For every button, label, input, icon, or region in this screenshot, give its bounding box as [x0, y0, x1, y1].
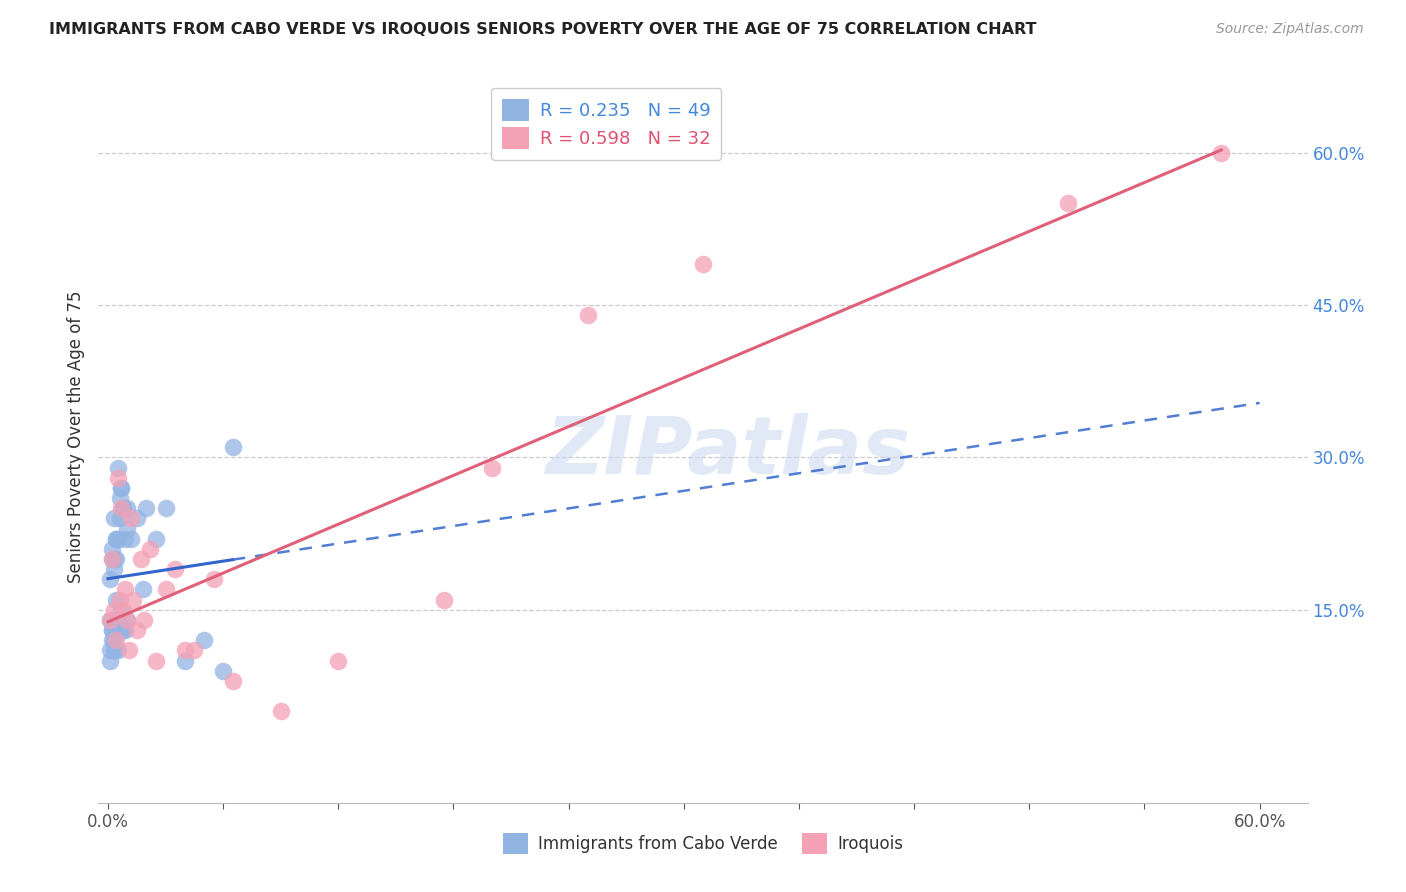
- Point: [112, 603, 135, 617]
- Text: IMMIGRANTS FROM CABO VERDE VS IROQUOIS SENIORS POVERTY OVER THE AGE OF 75 CORREL: IMMIGRANTS FROM CABO VERDE VS IROQUOIS S…: [49, 22, 1036, 37]
- Point: [692, 257, 714, 271]
- Point: [212, 664, 235, 678]
- Point: [104, 532, 127, 546]
- Point: [135, 501, 157, 516]
- Point: [103, 552, 125, 566]
- Point: [108, 623, 131, 637]
- Point: [118, 643, 141, 657]
- Point: [103, 562, 125, 576]
- Point: [328, 654, 350, 668]
- Point: [101, 623, 124, 637]
- Point: [107, 460, 129, 475]
- Point: [134, 613, 156, 627]
- Point: [101, 541, 124, 556]
- Point: [145, 654, 167, 668]
- Point: [576, 308, 599, 322]
- Point: [145, 532, 167, 546]
- Point: [115, 501, 138, 516]
- Point: [193, 633, 215, 648]
- Point: [173, 643, 195, 657]
- Point: [115, 521, 138, 535]
- Point: [173, 654, 195, 668]
- Point: [115, 613, 138, 627]
- Point: [103, 643, 125, 657]
- Point: [114, 532, 136, 546]
- Point: [481, 460, 503, 475]
- Point: [103, 643, 125, 657]
- Point: [107, 643, 129, 657]
- Point: [112, 623, 135, 637]
- Point: [115, 613, 138, 627]
- Point: [98, 643, 121, 657]
- Point: [270, 705, 292, 719]
- Point: [122, 592, 145, 607]
- Point: [1211, 145, 1233, 160]
- Text: Source: ZipAtlas.com: Source: ZipAtlas.com: [1216, 22, 1364, 37]
- Point: [104, 552, 127, 566]
- Point: [104, 532, 127, 546]
- Point: [104, 623, 127, 637]
- Point: [120, 532, 142, 546]
- Point: [98, 613, 121, 627]
- Point: [108, 491, 131, 505]
- Point: [202, 572, 225, 586]
- Point: [108, 511, 131, 525]
- Point: [107, 532, 129, 546]
- Point: [108, 623, 131, 637]
- Legend: Immigrants from Cabo Verde, Iroquois: Immigrants from Cabo Verde, Iroquois: [496, 827, 910, 860]
- Point: [112, 501, 135, 516]
- Point: [125, 511, 148, 525]
- Point: [110, 481, 132, 495]
- Point: [222, 673, 245, 688]
- Point: [120, 511, 142, 525]
- Point: [103, 603, 125, 617]
- Point: [101, 552, 124, 566]
- Point: [103, 633, 125, 648]
- Point: [433, 592, 456, 607]
- Point: [110, 501, 132, 516]
- Point: [104, 592, 127, 607]
- Point: [98, 572, 121, 586]
- Point: [125, 623, 148, 637]
- Point: [110, 481, 132, 495]
- Point: [101, 633, 124, 648]
- Point: [114, 582, 136, 597]
- Point: [98, 654, 121, 668]
- Point: [155, 582, 177, 597]
- Point: [107, 613, 129, 627]
- Point: [129, 552, 152, 566]
- Y-axis label: Seniors Poverty Over the Age of 75: Seniors Poverty Over the Age of 75: [66, 291, 84, 583]
- Point: [107, 471, 129, 485]
- Point: [112, 501, 135, 516]
- Point: [101, 623, 124, 637]
- Point: [98, 613, 121, 627]
- Point: [110, 603, 132, 617]
- Point: [139, 541, 162, 556]
- Point: [101, 552, 124, 566]
- Point: [104, 633, 127, 648]
- Point: [222, 440, 245, 454]
- Point: [114, 623, 136, 637]
- Text: ZIPatlas: ZIPatlas: [544, 413, 910, 491]
- Point: [155, 501, 177, 516]
- Point: [183, 643, 205, 657]
- Point: [131, 582, 153, 597]
- Point: [165, 562, 187, 576]
- Point: [103, 511, 125, 525]
- Point: [108, 592, 131, 607]
- Point: [1056, 196, 1078, 211]
